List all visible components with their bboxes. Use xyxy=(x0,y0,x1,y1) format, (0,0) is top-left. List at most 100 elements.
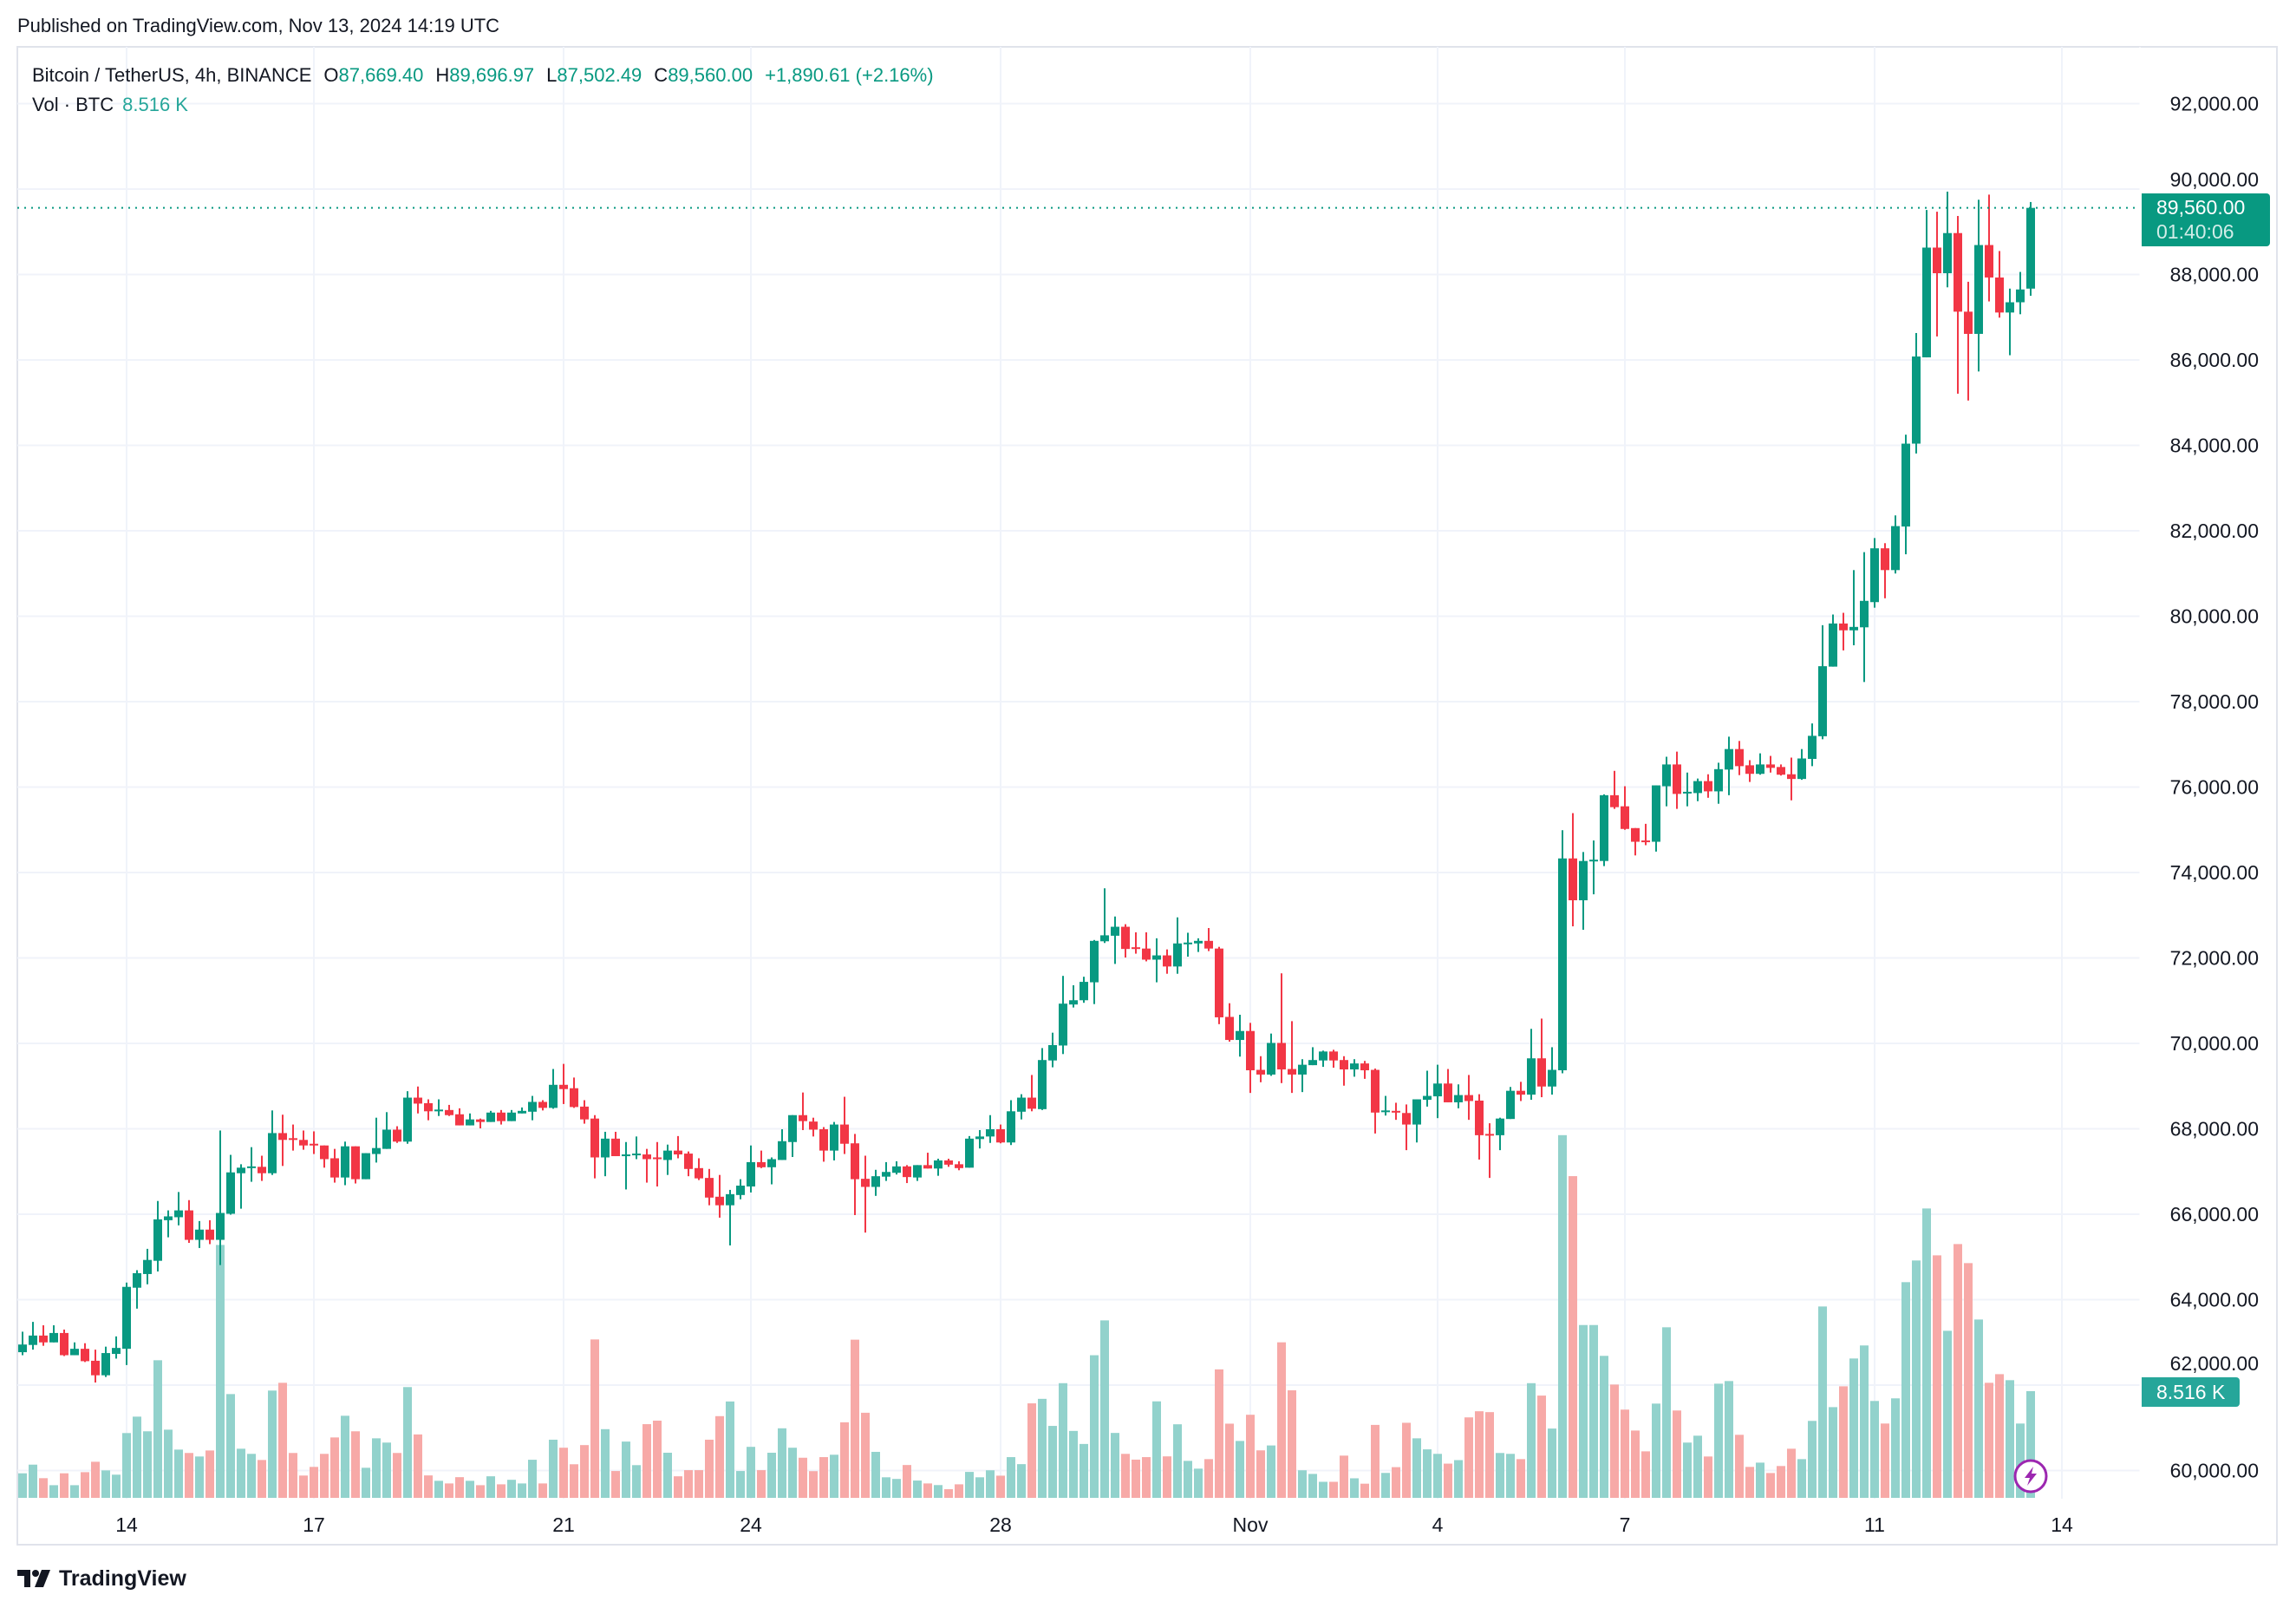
candle-body xyxy=(1319,1051,1327,1061)
candle-body xyxy=(1527,1058,1536,1095)
chart-frame xyxy=(16,46,2278,1546)
volume-bar xyxy=(809,1471,818,1498)
volume-bar xyxy=(819,1457,828,1498)
candle xyxy=(1163,949,1171,974)
candle-wick xyxy=(1145,931,1147,962)
close-label: C xyxy=(654,64,669,86)
candle xyxy=(1631,827,1640,856)
open-label: O xyxy=(323,64,339,86)
volume-bar xyxy=(393,1453,401,1498)
volume-bar xyxy=(60,1473,68,1498)
candle-body xyxy=(1589,860,1598,862)
candle-wick xyxy=(167,1210,169,1238)
candle xyxy=(1600,794,1608,866)
candle-body xyxy=(372,1147,381,1154)
candle-body xyxy=(986,1128,995,1137)
volume-bar xyxy=(830,1454,838,1498)
candle-wick xyxy=(1343,1056,1345,1086)
candle xyxy=(538,1100,547,1111)
candle xyxy=(1246,1023,1255,1094)
volume-bar xyxy=(903,1465,911,1498)
x-tick-label: 21 xyxy=(552,1513,575,1536)
candle xyxy=(393,1126,401,1143)
candle xyxy=(1288,1021,1296,1094)
price-axis[interactable]: 60,000.00 62,000.00 64,000.00 66,000.00 68,0… xyxy=(2170,93,2259,1482)
candle xyxy=(247,1147,256,1182)
candle-body xyxy=(1277,1043,1286,1070)
price-candles xyxy=(18,191,2035,1383)
volume-label[interactable]: Vol · BTC xyxy=(32,94,114,115)
candle xyxy=(1849,570,1858,645)
x-tick-label: 7 xyxy=(1620,1513,1631,1536)
candle xyxy=(18,1331,27,1356)
candle-body xyxy=(684,1154,693,1169)
candle-body xyxy=(1433,1083,1442,1097)
candle-body xyxy=(1298,1064,1307,1075)
candle xyxy=(559,1063,568,1104)
volume-bar xyxy=(778,1428,786,1498)
volume-bar xyxy=(289,1453,297,1498)
volume-bar xyxy=(330,1437,339,1498)
candle xyxy=(330,1148,339,1183)
volume-bar xyxy=(663,1452,672,1498)
y-tick-label: 68,000.00 xyxy=(2170,1117,2259,1140)
candle-body xyxy=(1090,940,1099,983)
volume-bar xyxy=(49,1485,58,1498)
candle xyxy=(1548,1047,1556,1095)
candle xyxy=(757,1150,766,1168)
candle-body xyxy=(1621,806,1629,829)
candle xyxy=(216,1130,225,1265)
candle-body xyxy=(1985,245,1993,278)
volume-bar xyxy=(913,1481,922,1498)
candle-body xyxy=(778,1141,786,1160)
candle-body xyxy=(268,1133,277,1173)
volume-bar xyxy=(1027,1403,1036,1498)
volume-bar xyxy=(944,1489,953,1498)
candle-body xyxy=(944,1160,953,1165)
candle xyxy=(663,1144,672,1175)
candle-body xyxy=(403,1097,412,1142)
candle-wick xyxy=(469,1113,471,1126)
symbol-title[interactable]: Bitcoin / TetherUS, 4h, BINANCE xyxy=(32,64,312,86)
volume-bar xyxy=(1173,1424,1182,1498)
close-value: 89,560.00 xyxy=(668,64,753,86)
candle xyxy=(518,1107,526,1114)
tradingview-logo[interactable]: TradingView xyxy=(17,1565,186,1592)
candle-body xyxy=(1870,548,1879,603)
volume-bar xyxy=(1912,1260,1921,1498)
candle-body xyxy=(60,1332,68,1356)
candle xyxy=(1142,931,1151,962)
volume-bar xyxy=(1433,1454,1442,1498)
candle xyxy=(1912,332,1921,454)
volume-bar xyxy=(538,1483,547,1498)
time-axis[interactable]: 14 17 21 24 28 Nov 4 7 11 14 xyxy=(115,1513,2073,1536)
candle xyxy=(996,1124,1005,1144)
candle xyxy=(1569,813,1577,927)
candle-body xyxy=(49,1332,58,1343)
candle-body xyxy=(226,1172,235,1214)
lightning-bolt-icon[interactable] xyxy=(2012,1458,2049,1494)
candle-body xyxy=(632,1154,641,1156)
volume-bar xyxy=(445,1483,453,1498)
candle xyxy=(1402,1104,1411,1151)
volume-bar xyxy=(1194,1468,1203,1498)
volume-bar xyxy=(1298,1470,1307,1498)
volume-bar xyxy=(611,1471,620,1498)
volume-bar xyxy=(1787,1448,1796,1498)
candle-body xyxy=(237,1167,245,1173)
candle xyxy=(403,1091,412,1144)
candle-body xyxy=(1839,623,1848,631)
candle xyxy=(1194,938,1203,952)
volume-bar xyxy=(1954,1244,1962,1498)
volume-bar xyxy=(1069,1430,1078,1498)
candle-wick xyxy=(521,1107,523,1114)
volume-bar xyxy=(341,1415,349,1498)
candle-body xyxy=(1714,768,1723,792)
candle-body xyxy=(2026,207,2035,289)
volume-bar xyxy=(1267,1445,1275,1498)
candle-wick xyxy=(1291,1021,1293,1094)
volume-bar xyxy=(1527,1382,1536,1498)
candle xyxy=(424,1099,433,1121)
candle xyxy=(1985,194,1993,302)
